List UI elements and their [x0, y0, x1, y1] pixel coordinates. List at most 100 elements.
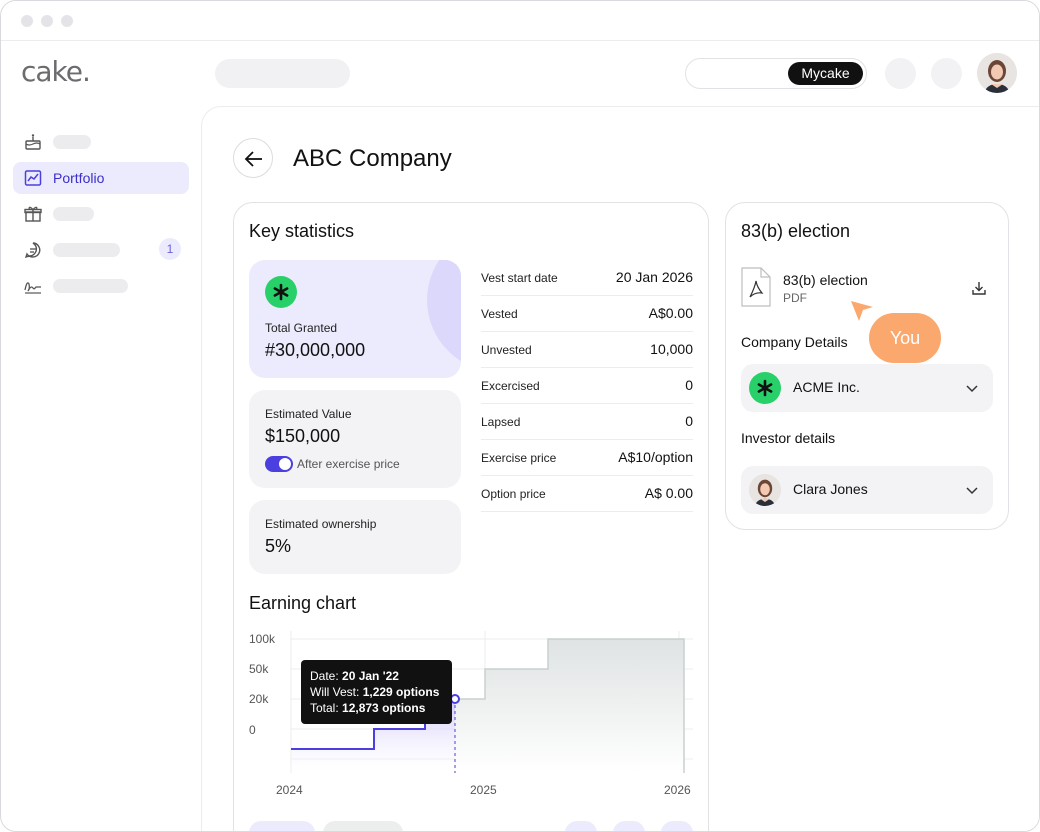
y-tick-label: 0: [249, 723, 256, 737]
company-details-label: Company Details: [741, 334, 848, 350]
sidebar-item-label: Portfolio: [53, 170, 105, 186]
company-select[interactable]: ACME Inc.: [741, 364, 993, 412]
kv-key: Excercised: [481, 379, 540, 393]
window-close-dot[interactable]: [21, 15, 33, 27]
total-granted-label: Total Granted: [265, 321, 338, 335]
kv-value: 20 Jan 2026: [615, 269, 693, 285]
kv-value: A$ 0.00: [644, 485, 693, 501]
period-option-36[interactable]: [661, 821, 693, 831]
kv-key: Option price: [481, 487, 546, 501]
kv-row-exercised: Excercised 0: [481, 368, 693, 404]
cursor-pointer-icon: [851, 301, 873, 321]
kv-key: Exercise price: [481, 451, 557, 465]
kv-row-option-price: Option price A$ 0.00: [481, 476, 693, 512]
chart-tooltip: Date: 20 Jan '22 Will Vest: 1,229 option…: [301, 660, 452, 724]
investor-avatar: [749, 474, 781, 506]
vested-area: [291, 699, 455, 773]
window-maximize-dot[interactable]: [61, 15, 73, 27]
investor-select[interactable]: Clara Jones: [741, 466, 993, 514]
gift-icon: [24, 206, 42, 222]
tooltip-date-line: Date: 20 Jan '22: [310, 669, 399, 683]
chart-line-icon: [24, 170, 42, 186]
kv-row-exercise-price: Exercise price A$10/option: [481, 440, 693, 476]
kv-value: 10,000: [650, 341, 693, 357]
y-tick-label: 20k: [249, 692, 269, 706]
estimated-ownership-value: 5%: [265, 536, 292, 556]
sidebar-label-placeholder: [53, 279, 128, 293]
kv-key: Vested: [481, 307, 518, 321]
unvested-legend-pill[interactable]: [323, 821, 403, 831]
election-title: 83(b) election: [741, 221, 851, 241]
sidebar-item-portfolio[interactable]: Portfolio: [13, 162, 189, 194]
tooltip-vest-line: Will Vest: 1,229 options: [310, 685, 440, 699]
after-exercise-toggle[interactable]: [265, 456, 293, 472]
page-title: ABC Company: [293, 145, 452, 172]
user-avatar[interactable]: [977, 53, 1017, 93]
investor-name: Clara Jones: [793, 481, 868, 497]
chevron-down-icon: [966, 385, 978, 393]
sidebar-label-placeholder: [53, 243, 120, 257]
kv-key: Lapsed: [481, 415, 521, 429]
x-tick-label: 2025: [470, 783, 497, 797]
estimated-ownership-box: Estimated ownership 5%: [249, 500, 461, 574]
file-name[interactable]: 83(b) election: [783, 272, 868, 288]
total-granted-value: #30,000,000: [265, 340, 366, 360]
settings-button[interactable]: [931, 58, 962, 89]
estimated-value-label: Estimated Value: [265, 407, 352, 421]
kv-row-vested: Vested A$0.00: [481, 296, 693, 332]
file-type: PDF: [783, 291, 807, 305]
search-placeholder[interactable]: [215, 59, 350, 88]
cake-icon: [25, 134, 41, 150]
sidebar-label-placeholder: [53, 135, 91, 149]
back-button[interactable]: [233, 138, 273, 178]
kv-row-vest-start-date: Vest start date 20 Jan 2026: [481, 260, 693, 296]
collaborator-cursor-label: You: [869, 313, 941, 363]
y-tick-label: 100k: [249, 632, 276, 646]
decorative-arc: [427, 260, 461, 362]
signature-icon: [24, 282, 41, 294]
download-icon[interactable]: [971, 280, 987, 296]
workspace-toggle[interactable]: Mycake: [685, 58, 867, 89]
projected-line: [455, 638, 685, 773]
kv-key: Unvested: [481, 343, 532, 357]
pdf-file-icon: [741, 267, 771, 307]
sidebar-item-home[interactable]: [13, 126, 189, 158]
kv-row-unvested: Unvested 10,000: [481, 332, 693, 368]
sidebar-item-messages[interactable]: [13, 234, 189, 266]
kv-value: A$0.00: [648, 305, 693, 321]
kv-value: A$10/option: [618, 449, 693, 465]
kv-value: 0: [685, 377, 693, 393]
x-tick-label: 2026: [664, 783, 691, 797]
estimated-value-value: $150,000: [265, 426, 341, 446]
period-option-24[interactable]: [613, 821, 645, 831]
period-option-12[interactable]: [565, 821, 597, 831]
kv-row-lapsed: Lapsed 0: [481, 404, 693, 440]
key-statistics-title: Key statistics: [249, 221, 355, 241]
hover-point[interactable]: [450, 694, 460, 704]
x-tick-label: 2024: [276, 783, 303, 797]
chevron-down-icon: [966, 487, 978, 495]
chat-icon: [24, 242, 41, 259]
tooltip-total-line: Total: 12,873 options: [310, 701, 426, 715]
company-logo-icon: [265, 276, 297, 308]
cake-logo[interactable]: cake.: [21, 55, 91, 88]
estimated-value-box: Estimated Value $150,000 After exercise …: [249, 390, 461, 488]
estimated-ownership-label: Estimated ownership: [265, 517, 377, 531]
sidebar-item-gifts[interactable]: [13, 198, 189, 230]
kv-key: Vest start date: [481, 271, 558, 285]
investor-details-label: Investor details: [741, 430, 836, 446]
sidebar-item-signatures[interactable]: [13, 270, 189, 302]
title-bar: [1, 1, 1039, 41]
earning-chart-title: Earning chart: [249, 593, 357, 613]
vested-legend-pill[interactable]: [249, 821, 315, 831]
window-minimize-dot[interactable]: [41, 15, 53, 27]
sidebar-label-placeholder: [53, 207, 94, 221]
total-granted-box: Total Granted #30,000,000: [249, 260, 461, 378]
after-exercise-label: After exercise price: [297, 457, 400, 471]
mycake-toggle-option[interactable]: Mycake: [788, 62, 863, 85]
projected-area: [455, 639, 684, 773]
y-tick-label: 50k: [249, 662, 269, 676]
messages-count-badge: 1: [159, 238, 181, 260]
notification-button[interactable]: [885, 58, 916, 89]
